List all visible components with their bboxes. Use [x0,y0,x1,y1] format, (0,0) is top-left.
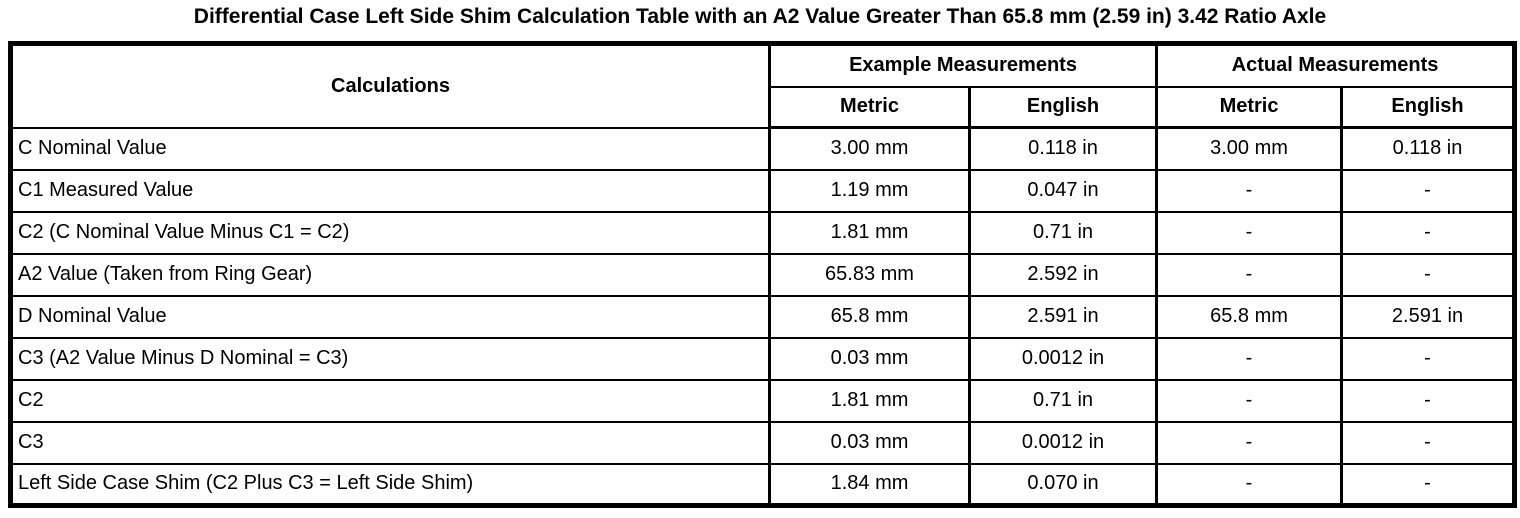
example-metric-value: 3.00 mm [768,126,971,171]
actual-english-header: English [1340,85,1517,129]
table-row: D Nominal Value 65.8 mm 2.591 in 65.8 mm… [9,294,1517,339]
header-sub-row: Metric English Metric English [11,85,1517,129]
actual-measurements-header: Actual Measurements [1155,42,1517,88]
calc-label: C Nominal Value [9,126,771,171]
example-english-value: 2.591 in [967,294,1159,339]
example-english-value: 0.070 in [967,462,1159,507]
header-group-row: Calculations Example Measurements Actual… [9,42,1517,129]
actual-metric-value: 3.00 mm [1155,126,1344,171]
calc-label: A2 Value (Taken from Ring Gear) [9,252,771,297]
example-english-value: 0.71 in [967,378,1159,423]
example-metric-value: 1.81 mm [768,378,971,423]
table-row: C2 (C Nominal Value Minus C1 = C2) 1.81 … [9,210,1517,255]
actual-metric-value: - [1155,420,1344,465]
actual-english-value: - [1340,252,1517,297]
actual-english-value: 0.118 in [1340,126,1517,171]
actual-metric-value: - [1155,462,1344,507]
actual-english-value: - [1340,420,1517,465]
actual-metric-value: - [1155,378,1344,423]
example-metric-value: 0.03 mm [768,420,971,465]
actual-metric-value: - [1155,252,1344,297]
calc-label: C2 [9,378,771,423]
table-row: C2 1.81 mm 0.71 in - - [9,378,1517,423]
calc-label: D Nominal Value [9,294,771,339]
actual-english-value: - [1340,378,1517,423]
actual-metric-value: - [1155,168,1344,213]
actual-metric-value: 65.8 mm [1155,294,1344,339]
calc-label: Left Side Case Shim (C2 Plus C3 = Left S… [9,462,771,507]
example-metric-value: 1.81 mm [768,210,971,255]
actual-metric-header: Metric [1155,85,1344,129]
example-metric-header: Metric [768,85,971,129]
table-row: A2 Value (Taken from Ring Gear) 65.83 mm… [9,252,1517,297]
table-row: C1 Measured Value 1.19 mm 0.047 in - - [9,168,1517,213]
table-row: Left Side Case Shim (C2 Plus C3 = Left S… [9,462,1517,507]
example-metric-value: 1.84 mm [768,462,971,507]
example-measurements-header: Example Measurements [767,42,1159,88]
table-row: C3 0.03 mm 0.0012 in - - [9,420,1517,465]
actual-metric-value: - [1155,336,1344,381]
actual-english-value: - [1340,462,1517,507]
example-metric-value: 65.8 mm [768,294,971,339]
example-english-value: 0.047 in [967,168,1159,213]
example-metric-value: 0.03 mm [768,336,971,381]
actual-english-value: - [1340,168,1517,213]
example-english-value: 2.592 in [967,252,1159,297]
table-row: C Nominal Value 3.00 mm 0.118 in 3.00 mm… [9,126,1517,171]
example-metric-value: 65.83 mm [768,252,971,297]
calc-label: C3 (A2 Value Minus D Nominal = C3) [9,336,771,381]
actual-english-value: 2.591 in [1340,294,1517,339]
example-english-value: 0.0012 in [967,420,1159,465]
calculations-column-header: Calculations [9,42,771,129]
example-english-value: 0.118 in [967,126,1159,171]
actual-english-value: - [1340,336,1517,381]
actual-metric-value: - [1155,210,1344,255]
example-english-value: 0.71 in [967,210,1159,255]
actual-english-value: - [1340,210,1517,255]
calc-label: C1 Measured Value [9,168,771,213]
table-row: C3 (A2 Value Minus D Nominal = C3) 0.03 … [9,336,1517,381]
example-english-value: 0.0012 in [967,336,1159,381]
calc-label: C2 (C Nominal Value Minus C1 = C2) [9,210,771,255]
example-metric-value: 1.19 mm [768,168,971,213]
example-english-header: English [967,85,1159,129]
calc-label: C3 [9,420,771,465]
page-title: Differential Case Left Side Shim Calcula… [193,5,1327,28]
shim-calculation-table: Calculations Example Measurements Actual… [8,41,1518,508]
